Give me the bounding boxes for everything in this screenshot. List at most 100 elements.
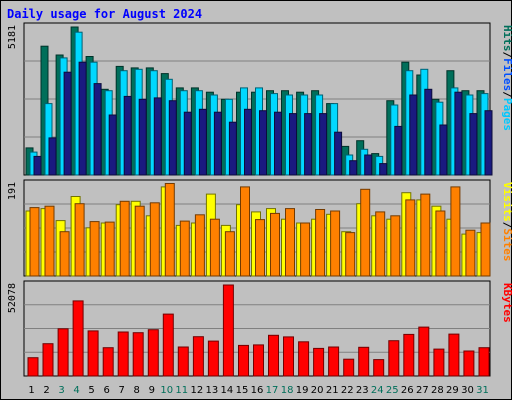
bar-sites-day-2 [44, 205, 55, 277]
bar-sites-day-24 [375, 211, 386, 277]
x-tick-label-day-29: 29 [446, 385, 459, 396]
bar-pages-day-4 [78, 61, 87, 176]
bar-kbytes-day-15 [238, 344, 249, 377]
bar-sites-day-7 [119, 200, 130, 277]
x-tick-label-day-12: 12 [191, 385, 204, 396]
legend-separator: / [501, 91, 512, 98]
bar-pages-day-26 [409, 94, 418, 176]
legend-entry-pages: Pages [501, 98, 512, 131]
bar-sites-day-18 [285, 208, 295, 277]
bar-kbytes-day-8 [132, 332, 144, 377]
bar-sites-day-26 [405, 199, 416, 277]
bar-pages-day-16 [259, 110, 267, 176]
bar-sites-day-16 [255, 219, 265, 277]
bar-pages-day-24 [379, 163, 388, 176]
bar-pages-day-25 [394, 125, 403, 176]
bar-sites-day-15 [240, 186, 250, 277]
legend-entry-sites: Sites [501, 228, 512, 261]
bar-pages-day-3 [63, 71, 72, 176]
legend-entry-files: Files [501, 58, 512, 91]
x-tick-label-day-10: 10 [160, 385, 173, 396]
y-max-label-mid: 191 [7, 182, 18, 200]
bar-kbytes-day-22 [343, 358, 355, 377]
bar-kbytes-day-18 [283, 336, 294, 377]
bar-sites-day-6 [104, 221, 115, 277]
x-tick-label-day-19: 19 [296, 385, 309, 396]
bar-pages-day-28 [439, 124, 448, 176]
bar-sites-day-5 [89, 221, 100, 277]
bar-pages-day-29 [454, 91, 463, 176]
bar-sites-day-20 [315, 209, 326, 277]
x-tick-label-day-1: 1 [28, 385, 34, 396]
bar-sites-day-21 [330, 210, 341, 277]
bar-pages-day-30 [469, 113, 478, 176]
bar-pages-day-11 [183, 111, 192, 176]
bar-kbytes-day-20 [313, 347, 325, 377]
x-tick-label-day-18: 18 [281, 385, 294, 396]
bar-sites-day-12 [194, 214, 205, 277]
bar-sites-day-30 [465, 229, 476, 277]
bar-sites-day-25 [390, 215, 401, 277]
bar-sites-day-27 [420, 193, 431, 277]
bar-pages-day-12 [198, 108, 207, 176]
legend-separator: / [501, 52, 512, 59]
x-tick-label-day-23: 23 [356, 385, 369, 396]
bar-sites-day-3 [59, 231, 70, 277]
bar-kbytes-day-11 [177, 346, 189, 377]
bar-pages-day-2 [48, 137, 57, 176]
x-tick-label-day-30: 30 [461, 385, 474, 396]
x-tick-label-day-4: 4 [73, 385, 79, 396]
x-tick-label-day-2: 2 [43, 385, 49, 396]
legend-separator: / [501, 222, 512, 229]
bar-sites-day-1 [29, 207, 40, 277]
bar-pages-day-15 [244, 108, 252, 176]
bar-kbytes-day-21 [328, 346, 340, 377]
bar-pages-day-20 [319, 113, 328, 176]
x-tick-label-day-26: 26 [401, 385, 414, 396]
legend-bot: KBytes [501, 283, 512, 323]
bar-sites-day-14 [224, 231, 235, 277]
bar-pages-day-27 [424, 88, 433, 176]
bar-kbytes-day-14 [222, 284, 234, 377]
x-tick-label-day-13: 13 [206, 385, 219, 396]
x-tick-label-day-5: 5 [88, 385, 94, 396]
bar-kbytes-day-4 [72, 300, 84, 377]
x-tick-label-day-17: 17 [266, 385, 279, 396]
x-tick-label-day-25: 25 [386, 385, 399, 396]
legend-entry-hits: Hits [501, 25, 512, 52]
bar-pages-day-7 [123, 95, 132, 176]
bar-kbytes-day-19 [298, 341, 310, 377]
bar-pages-day-6 [108, 114, 117, 176]
bar-sites-day-8 [134, 205, 145, 277]
bar-kbytes-day-24 [373, 359, 385, 377]
x-tick-label-day-7: 7 [119, 385, 125, 396]
x-tick-label-day-9: 9 [149, 385, 155, 396]
bar-sites-day-28 [435, 210, 446, 277]
bar-kbytes-day-12 [192, 336, 204, 377]
x-tick-label-day-28: 28 [431, 385, 444, 396]
bar-sites-day-23 [360, 188, 371, 277]
bar-kbytes-day-1 [27, 357, 39, 377]
x-tick-label-day-20: 20 [311, 385, 324, 396]
bar-pages-day-1 [33, 155, 42, 176]
legend-entry-kbytes: KBytes [501, 283, 512, 323]
bar-sites-day-11 [179, 220, 190, 277]
bar-pages-day-19 [304, 113, 313, 176]
bar-pages-day-14 [228, 121, 237, 176]
bar-kbytes-day-7 [117, 331, 129, 377]
bar-sites-day-17 [270, 212, 280, 277]
chart-title: Daily usage for August 2024 [7, 7, 203, 21]
bar-kbytes-day-23 [358, 346, 370, 377]
bar-kbytes-day-31 [478, 347, 490, 377]
x-tick-label-day-16: 16 [251, 385, 264, 396]
x-tick-label-day-3: 3 [58, 385, 64, 396]
bar-kbytes-day-30 [463, 350, 475, 377]
x-tick-label-day-8: 8 [134, 385, 140, 396]
bar-pages-day-18 [289, 113, 297, 176]
x-tick-label-day-6: 6 [104, 385, 110, 396]
bar-sites-day-19 [300, 222, 311, 277]
x-tick-label-day-31: 31 [476, 385, 489, 396]
x-tick-label-day-27: 27 [416, 385, 429, 396]
bar-pages-day-8 [138, 98, 147, 176]
